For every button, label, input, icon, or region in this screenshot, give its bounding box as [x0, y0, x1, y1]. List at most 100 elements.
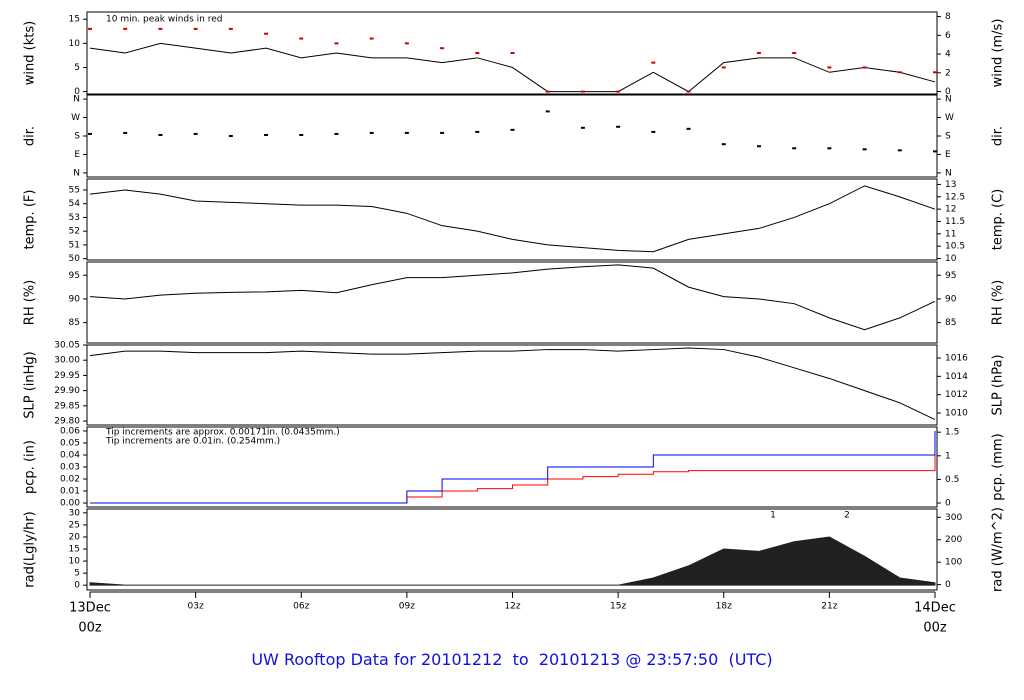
- data-point: [580, 90, 585, 93]
- data-point: [651, 130, 656, 133]
- y-tick-label: 0.02: [60, 475, 80, 485]
- y2-tick-label: 100: [945, 558, 962, 568]
- data-point: [123, 27, 128, 30]
- y2-axis-label: rad (W/m^2): [991, 507, 1006, 592]
- data-point: [721, 66, 726, 69]
- y-tick-label: E: [74, 150, 80, 160]
- data-point: [440, 47, 445, 50]
- y2-tick-label: 200: [945, 535, 962, 545]
- event-marker: 1: [770, 511, 776, 521]
- y2-axis-label: wind (m/s): [991, 19, 1006, 88]
- panel-frame: [86, 261, 938, 344]
- x-tick-label: 09z: [399, 602, 415, 612]
- data-point: [862, 66, 867, 69]
- data-point: [475, 52, 480, 54]
- y-tick-label: 0: [74, 87, 80, 97]
- y-tick-label: 0.01: [60, 487, 80, 497]
- y2-tick-label: 4: [945, 50, 951, 60]
- x-tick-label: 00z: [78, 621, 102, 636]
- y-tick-label: 90: [69, 294, 81, 304]
- y2-tick-label: 10: [945, 254, 957, 264]
- y2-tick-label: N: [945, 95, 952, 105]
- panel-frame: [86, 11, 938, 95]
- y2-tick-label: 1016: [945, 354, 968, 364]
- y-tick-label: 51: [69, 240, 80, 250]
- data-point: [616, 90, 621, 93]
- y2-tick-label: N: [945, 168, 952, 178]
- y2-tick-label: 1012: [945, 390, 968, 400]
- data-point: [756, 145, 761, 148]
- x-date-label: 14Dec: [914, 601, 956, 616]
- annotation: 10 min. peak winds in red: [106, 15, 223, 25]
- y2-axis-label: temp. (C): [991, 189, 1006, 251]
- data-point: [193, 132, 198, 135]
- data-point: [897, 71, 902, 74]
- y-tick-label: 0.05: [60, 438, 80, 448]
- y-tick-label: 50: [69, 254, 81, 264]
- y-axis-label: rad(Lgly/hr): [23, 511, 38, 587]
- y2-tick-label: S: [945, 132, 951, 142]
- y2-axis-label: SLP (hPa): [991, 354, 1006, 415]
- y-tick-label: 30: [69, 508, 81, 518]
- data-point: [334, 42, 339, 45]
- y-tick-label: 0.00: [60, 499, 80, 509]
- panel-frame: [86, 178, 938, 261]
- data-point: [792, 147, 797, 150]
- data-point: [404, 131, 409, 134]
- panel-frame: [86, 344, 938, 426]
- y-tick-label: 54: [69, 199, 81, 209]
- y-tick-label: 85: [69, 318, 80, 328]
- panel-frame: [86, 94, 938, 178]
- y2-tick-label: 1: [945, 451, 951, 461]
- y-tick-label: N: [73, 168, 80, 178]
- y-tick-label: S: [74, 132, 80, 142]
- data-point: [334, 132, 339, 135]
- y-tick-label: 55: [69, 185, 80, 195]
- y-axis-label: temp. (F): [23, 190, 38, 250]
- y-tick-label: 10: [69, 39, 81, 49]
- line: [90, 448, 936, 504]
- y-tick-label: 52: [69, 227, 80, 237]
- line: [89, 185, 936, 253]
- annotation: Tip increments are 0.01in. (0.254mm.): [105, 437, 280, 447]
- y2-tick-label: 11: [945, 229, 956, 239]
- y2-tick-label: 95: [945, 271, 956, 281]
- data-point: [228, 135, 233, 137]
- y-tick-label: 0: [74, 581, 80, 591]
- y-tick-label: 25: [69, 520, 80, 530]
- data-point: [369, 131, 374, 134]
- y-tick-label: 95: [69, 271, 80, 281]
- data-point: [580, 126, 585, 129]
- data-point: [404, 42, 409, 45]
- line: [89, 264, 936, 331]
- data-point: [721, 143, 726, 146]
- y2-tick-label: E: [945, 150, 951, 160]
- y-axis-label: RH (%): [23, 280, 38, 325]
- y-tick-label: 0.03: [60, 463, 80, 473]
- data-point: [299, 37, 304, 40]
- x-tick-label: 06z: [293, 602, 309, 612]
- x-tick-label: 12z: [504, 602, 520, 612]
- y2-axis-label: RH (%): [991, 280, 1006, 325]
- event-marker: 2: [844, 511, 850, 521]
- data-point: [827, 147, 832, 150]
- x-tick-label: 00z: [923, 621, 947, 636]
- data-point: [756, 52, 761, 54]
- data-point: [299, 133, 304, 136]
- y-tick-label: 20: [69, 532, 81, 542]
- y-tick-label: 10: [69, 557, 81, 567]
- data-point: [369, 37, 374, 40]
- data-point: [651, 61, 656, 64]
- data-point: [897, 149, 902, 152]
- y-axis-label: pcp. (in): [23, 440, 38, 494]
- y-axis-label: wind (kts): [23, 21, 38, 85]
- data-point: [475, 130, 480, 133]
- line: [90, 430, 936, 504]
- data-point: [193, 27, 198, 30]
- data-point: [545, 110, 550, 113]
- data-point: [264, 32, 269, 35]
- y2-tick-label: 0: [945, 498, 951, 508]
- y2-tick-label: 90: [945, 294, 957, 304]
